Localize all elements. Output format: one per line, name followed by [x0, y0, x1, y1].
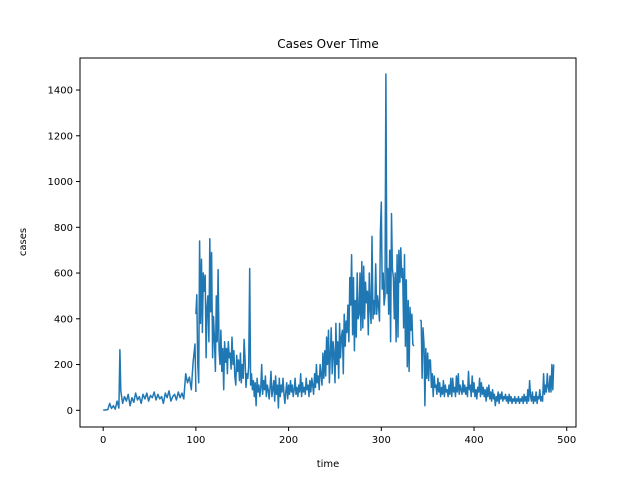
- y-axis-label: cases: [18, 228, 29, 256]
- x-axis-label: time: [317, 459, 340, 470]
- series-line-segment-2: [195, 73, 415, 409]
- x-tick-label: 100: [186, 435, 205, 446]
- x-tick-label: 500: [557, 435, 576, 446]
- y-axis: 0 200 400 600 800 1000 1200 1400: [48, 86, 80, 417]
- x-tick-label: 200: [279, 435, 298, 446]
- y-tick-label: 1000: [48, 177, 73, 188]
- series-line-segment-3: [419, 319, 555, 407]
- plot-area: [103, 73, 555, 412]
- y-tick-label: 1400: [48, 86, 73, 97]
- x-tick-label: 300: [372, 435, 391, 446]
- series-line-segment-1: [103, 343, 197, 412]
- y-tick-label: 400: [54, 314, 73, 325]
- x-tick-label: 0: [100, 435, 106, 446]
- chart-title: Cases Over Time: [277, 37, 378, 51]
- axes-frame: [79, 57, 577, 428]
- x-axis: 0 100 200 300 400 500: [100, 427, 576, 446]
- y-tick-label: 1200: [48, 131, 73, 142]
- x-tick-label: 400: [464, 435, 483, 446]
- y-tick-label: 200: [54, 360, 73, 371]
- y-tick-label: 800: [54, 223, 73, 234]
- y-tick-label: 600: [54, 269, 73, 280]
- y-tick-label: 0: [67, 406, 73, 417]
